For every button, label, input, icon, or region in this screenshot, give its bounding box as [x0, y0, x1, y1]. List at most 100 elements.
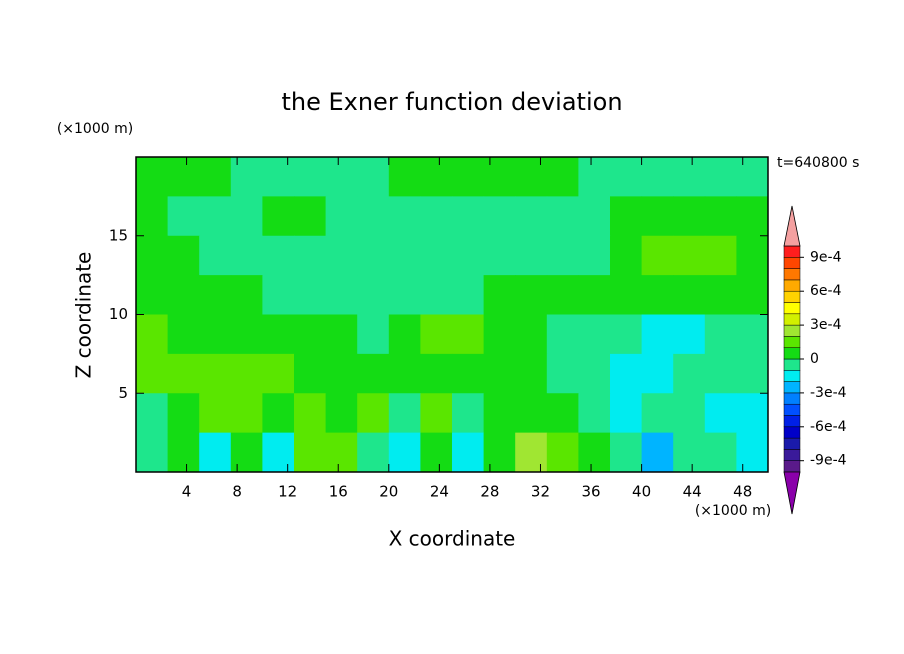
contour-cell: [483, 393, 516, 434]
contour-cell: [262, 432, 295, 473]
colorbar-under: [783, 471, 801, 515]
contour-cell: [515, 432, 548, 473]
x-axis-title: X coordinate: [389, 527, 516, 551]
contour-cell: [199, 314, 232, 355]
contour-cell: [262, 196, 295, 237]
contour-cell: [357, 393, 390, 434]
contour-cell: [578, 157, 611, 197]
contour-cell: [610, 157, 643, 197]
y-tick-label: 15: [109, 226, 128, 244]
colorbar-tick-label: 6e-4: [810, 283, 842, 299]
contour-cell: [736, 353, 769, 394]
y-tick-label: 5: [118, 384, 128, 402]
contour-cell: [673, 275, 706, 315]
x-tick-label: 16: [329, 483, 348, 501]
x-tick-label: 4: [182, 483, 192, 501]
contour-cell: [230, 393, 263, 434]
contour-cell: [483, 196, 516, 237]
colorbar-band: [783, 257, 801, 269]
contour-cell: [325, 432, 358, 473]
contour-cell: [199, 353, 232, 394]
contour-cell: [167, 432, 200, 473]
contour-cell: [357, 235, 390, 276]
contour-cell: [262, 157, 295, 197]
contour-cell: [578, 353, 611, 394]
x-tick-label: 20: [379, 483, 398, 501]
contour-cell: [388, 393, 421, 434]
contour-cell: [136, 275, 169, 315]
colorbar-band: [783, 460, 801, 473]
colorbar-tick-label: 3e-4: [810, 317, 842, 333]
contour-cell: [641, 314, 674, 355]
contour-cell: [610, 314, 643, 355]
contour-cell: [641, 275, 674, 315]
contour-cell: [357, 157, 390, 197]
contour-cell: [641, 432, 674, 473]
contour-cell: [167, 275, 200, 315]
contour-cell: [294, 196, 327, 237]
contour-cell: [736, 235, 769, 276]
x-tick-label: 8: [232, 483, 242, 501]
colorbar-band: [783, 347, 801, 360]
contour-cell: [641, 235, 674, 276]
contour-cell: [325, 157, 358, 197]
contour-cell: [515, 235, 548, 276]
contour-cell: [230, 432, 263, 473]
contour-cell: [736, 432, 769, 473]
contour-cell: [610, 393, 643, 434]
x-tick-label: 12: [278, 483, 297, 501]
contour-cell: [420, 275, 453, 315]
contour-cell: [483, 157, 516, 197]
contour-cell: [136, 353, 169, 394]
time-label: t=640800 s: [777, 155, 859, 171]
contour-cell: [483, 275, 516, 315]
y-tick-label: 10: [109, 305, 128, 323]
contour-cell: [483, 314, 516, 355]
contour-cell: [230, 235, 263, 276]
contour-cell: [294, 353, 327, 394]
colorbar-tick-label: -9e-4: [810, 453, 847, 469]
contour-cell: [136, 393, 169, 434]
chart-title: the Exner function deviation: [281, 88, 622, 116]
colorbar-band: [783, 381, 801, 394]
colorbar-band: [783, 392, 801, 405]
contour-cell: [610, 275, 643, 315]
contour-cell: [262, 275, 295, 315]
colorbar-band: [783, 336, 801, 348]
contour-cell: [420, 196, 453, 237]
colorbar-band: [783, 313, 801, 326]
contour-cell: [230, 196, 263, 237]
contour-cell: [388, 275, 421, 315]
contour-cell: [673, 196, 706, 237]
colorbar-band: [783, 245, 801, 258]
contour-cell: [515, 353, 548, 394]
contour-cell: [704, 235, 737, 276]
contour-cell: [325, 314, 358, 355]
contour-cell: [357, 353, 390, 394]
contour-cell: [546, 157, 579, 197]
contour-cell: [199, 196, 232, 237]
contour-cell: [136, 235, 169, 276]
contour-cell: [167, 157, 200, 197]
contour-cell: [294, 393, 327, 434]
contour-cell: [199, 157, 232, 197]
contour-cell: [199, 432, 232, 473]
contour-cell: [136, 314, 169, 355]
contour-cell: [388, 353, 421, 394]
contour-cell: [483, 353, 516, 394]
contour-cell: [578, 432, 611, 473]
colorbar-tick-label: -6e-4: [810, 419, 847, 435]
contour-cell: [294, 157, 327, 197]
contour-cell: [325, 196, 358, 237]
contour-cell: [325, 393, 358, 434]
contour-cell: [736, 196, 769, 237]
contour-cell: [452, 196, 485, 237]
contour-cell: [610, 196, 643, 237]
contour-cell: [610, 353, 643, 394]
colorbar-band: [783, 415, 801, 428]
colorbar-band: [783, 290, 801, 303]
y-axis-title: Z coordinate: [72, 252, 96, 379]
contour-cell: [420, 157, 453, 197]
colorbar-tick-label: 9e-4: [810, 249, 842, 265]
